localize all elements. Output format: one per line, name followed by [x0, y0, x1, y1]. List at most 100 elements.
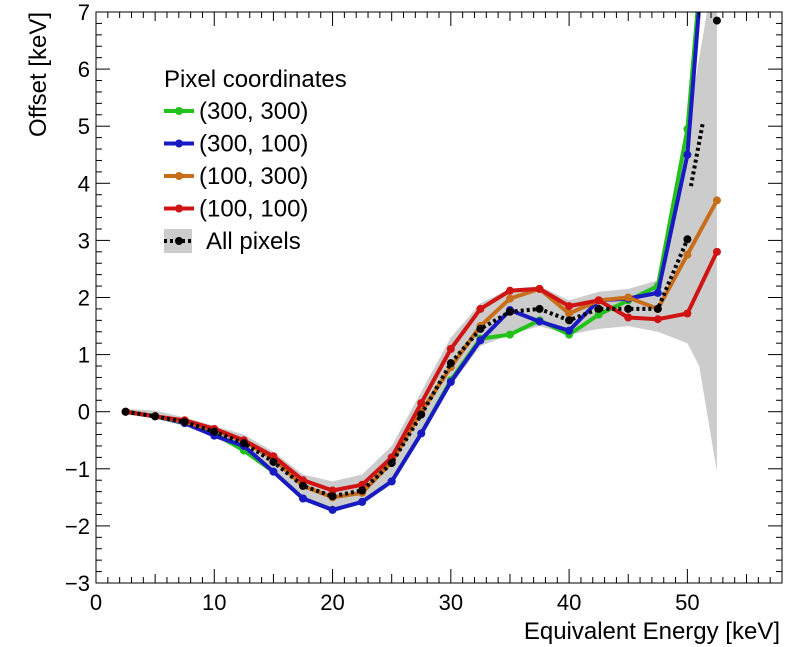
all-pixels-point	[565, 316, 574, 325]
x-tick-label: 20	[320, 590, 344, 615]
y-tick-label: −2	[65, 514, 90, 539]
series-point	[358, 497, 367, 506]
series-point	[505, 330, 514, 339]
all-pixels-point	[298, 481, 307, 490]
series-point	[712, 196, 721, 205]
all-pixels-point	[239, 439, 248, 448]
x-tick-label: 30	[439, 590, 463, 615]
series-point	[594, 310, 603, 319]
y-tick-label: 2	[78, 286, 90, 311]
all-pixels-point	[180, 417, 189, 426]
legend-label: (100, 100)	[199, 196, 308, 223]
all-pixels-point	[505, 307, 514, 316]
y-tick-label: 5	[78, 114, 90, 139]
legend-marker	[175, 107, 183, 115]
legend-entry-4: All pixels	[164, 228, 301, 255]
y-tick-label: 3	[78, 228, 90, 253]
all-pixels-point	[269, 457, 278, 466]
legend-label: (100, 300)	[199, 163, 308, 190]
series-point	[565, 302, 574, 311]
all-pixels-point	[358, 486, 367, 495]
series-point	[565, 309, 574, 318]
series-point	[417, 399, 426, 408]
series-point	[535, 317, 544, 326]
series-point	[683, 250, 692, 259]
all-pixels-point	[387, 459, 396, 468]
legend-entry-2: (100, 300)	[164, 163, 308, 190]
y-tick-label: 1	[78, 343, 90, 368]
series-point	[712, 247, 721, 256]
legend-entry-1: (300, 100)	[164, 131, 308, 158]
all-pixels-point	[151, 412, 160, 421]
series-point	[269, 467, 278, 476]
all-pixels-point	[417, 410, 426, 419]
y-tick-label: 4	[78, 171, 90, 196]
y-tick-label: 7	[78, 0, 90, 25]
x-tick-label: 40	[557, 590, 581, 615]
series-point	[476, 336, 485, 345]
legend-marker	[175, 237, 183, 245]
all-pixels-point	[210, 427, 219, 436]
y-tick-labels: −3 −2 −1 0 1 2 3 4 5 6 7	[65, 0, 90, 596]
all-pixels-layer	[121, 16, 721, 501]
series-point	[446, 378, 455, 387]
series-point	[328, 505, 337, 514]
legend-label: All pixels	[206, 228, 301, 255]
series-point	[624, 313, 633, 322]
y-axis-title: Offset [keV]	[25, 12, 52, 137]
series-point	[269, 452, 278, 461]
series-point	[535, 284, 544, 293]
all-pixels-point	[624, 304, 633, 313]
x-tick-labels: 0 10 20 30 40 50	[90, 590, 700, 615]
series-point	[565, 326, 574, 335]
all-pixels-line	[125, 238, 690, 499]
all-pixels-point	[653, 304, 662, 313]
legend-marker	[175, 139, 183, 148]
series-line	[125, 250, 719, 493]
series-point	[417, 429, 426, 438]
all-pixels-point	[712, 16, 721, 25]
all-pixels-point	[121, 407, 130, 416]
legend-entry-0: (300, 300)	[164, 98, 308, 125]
legend-title: Pixel coordinates	[164, 66, 347, 93]
series-point	[446, 344, 455, 353]
all-pixels-point	[476, 324, 485, 333]
y-tick-label: 6	[78, 57, 90, 82]
y-tick-label: −1	[65, 457, 90, 482]
x-axis-title: Equivalent Energy [keV]	[524, 618, 780, 645]
all-pixels-point	[683, 235, 692, 244]
series-layer	[121, 12, 721, 514]
x-tick-label: 50	[675, 590, 699, 615]
legend: Pixel coordinates (300, 300) (300, 100) (1…	[164, 66, 347, 255]
series-point	[505, 286, 514, 295]
x-tick-label: 10	[202, 590, 226, 615]
ticks-layer	[95, 11, 783, 584]
series-point	[683, 309, 692, 318]
legend-label: (300, 300)	[199, 98, 308, 125]
series-point	[387, 477, 396, 486]
series-point	[476, 304, 485, 313]
series-point	[624, 293, 633, 302]
all-pixels-point	[328, 492, 337, 501]
all-pixels-line-upper	[688, 122, 705, 187]
legend-label: (300, 100)	[199, 131, 308, 158]
x-tick-label: 0	[90, 590, 102, 615]
series-point	[653, 288, 662, 297]
series-point	[594, 296, 603, 305]
legend-marker	[175, 172, 183, 180]
y-tick-label: 0	[78, 400, 90, 425]
all-pixels-point	[535, 304, 544, 313]
series-3	[121, 247, 721, 495]
series-point	[505, 294, 514, 303]
legend-entry-3: (100, 100)	[164, 196, 308, 223]
all-pixels-point	[594, 304, 603, 313]
series-point	[298, 494, 307, 503]
all-pixels-point	[446, 359, 455, 368]
series-point	[683, 150, 692, 159]
y-tick-label: −3	[65, 571, 90, 596]
legend-marker	[175, 204, 183, 213]
series-point	[328, 486, 337, 495]
series-point	[358, 480, 367, 489]
series-point	[653, 315, 662, 324]
